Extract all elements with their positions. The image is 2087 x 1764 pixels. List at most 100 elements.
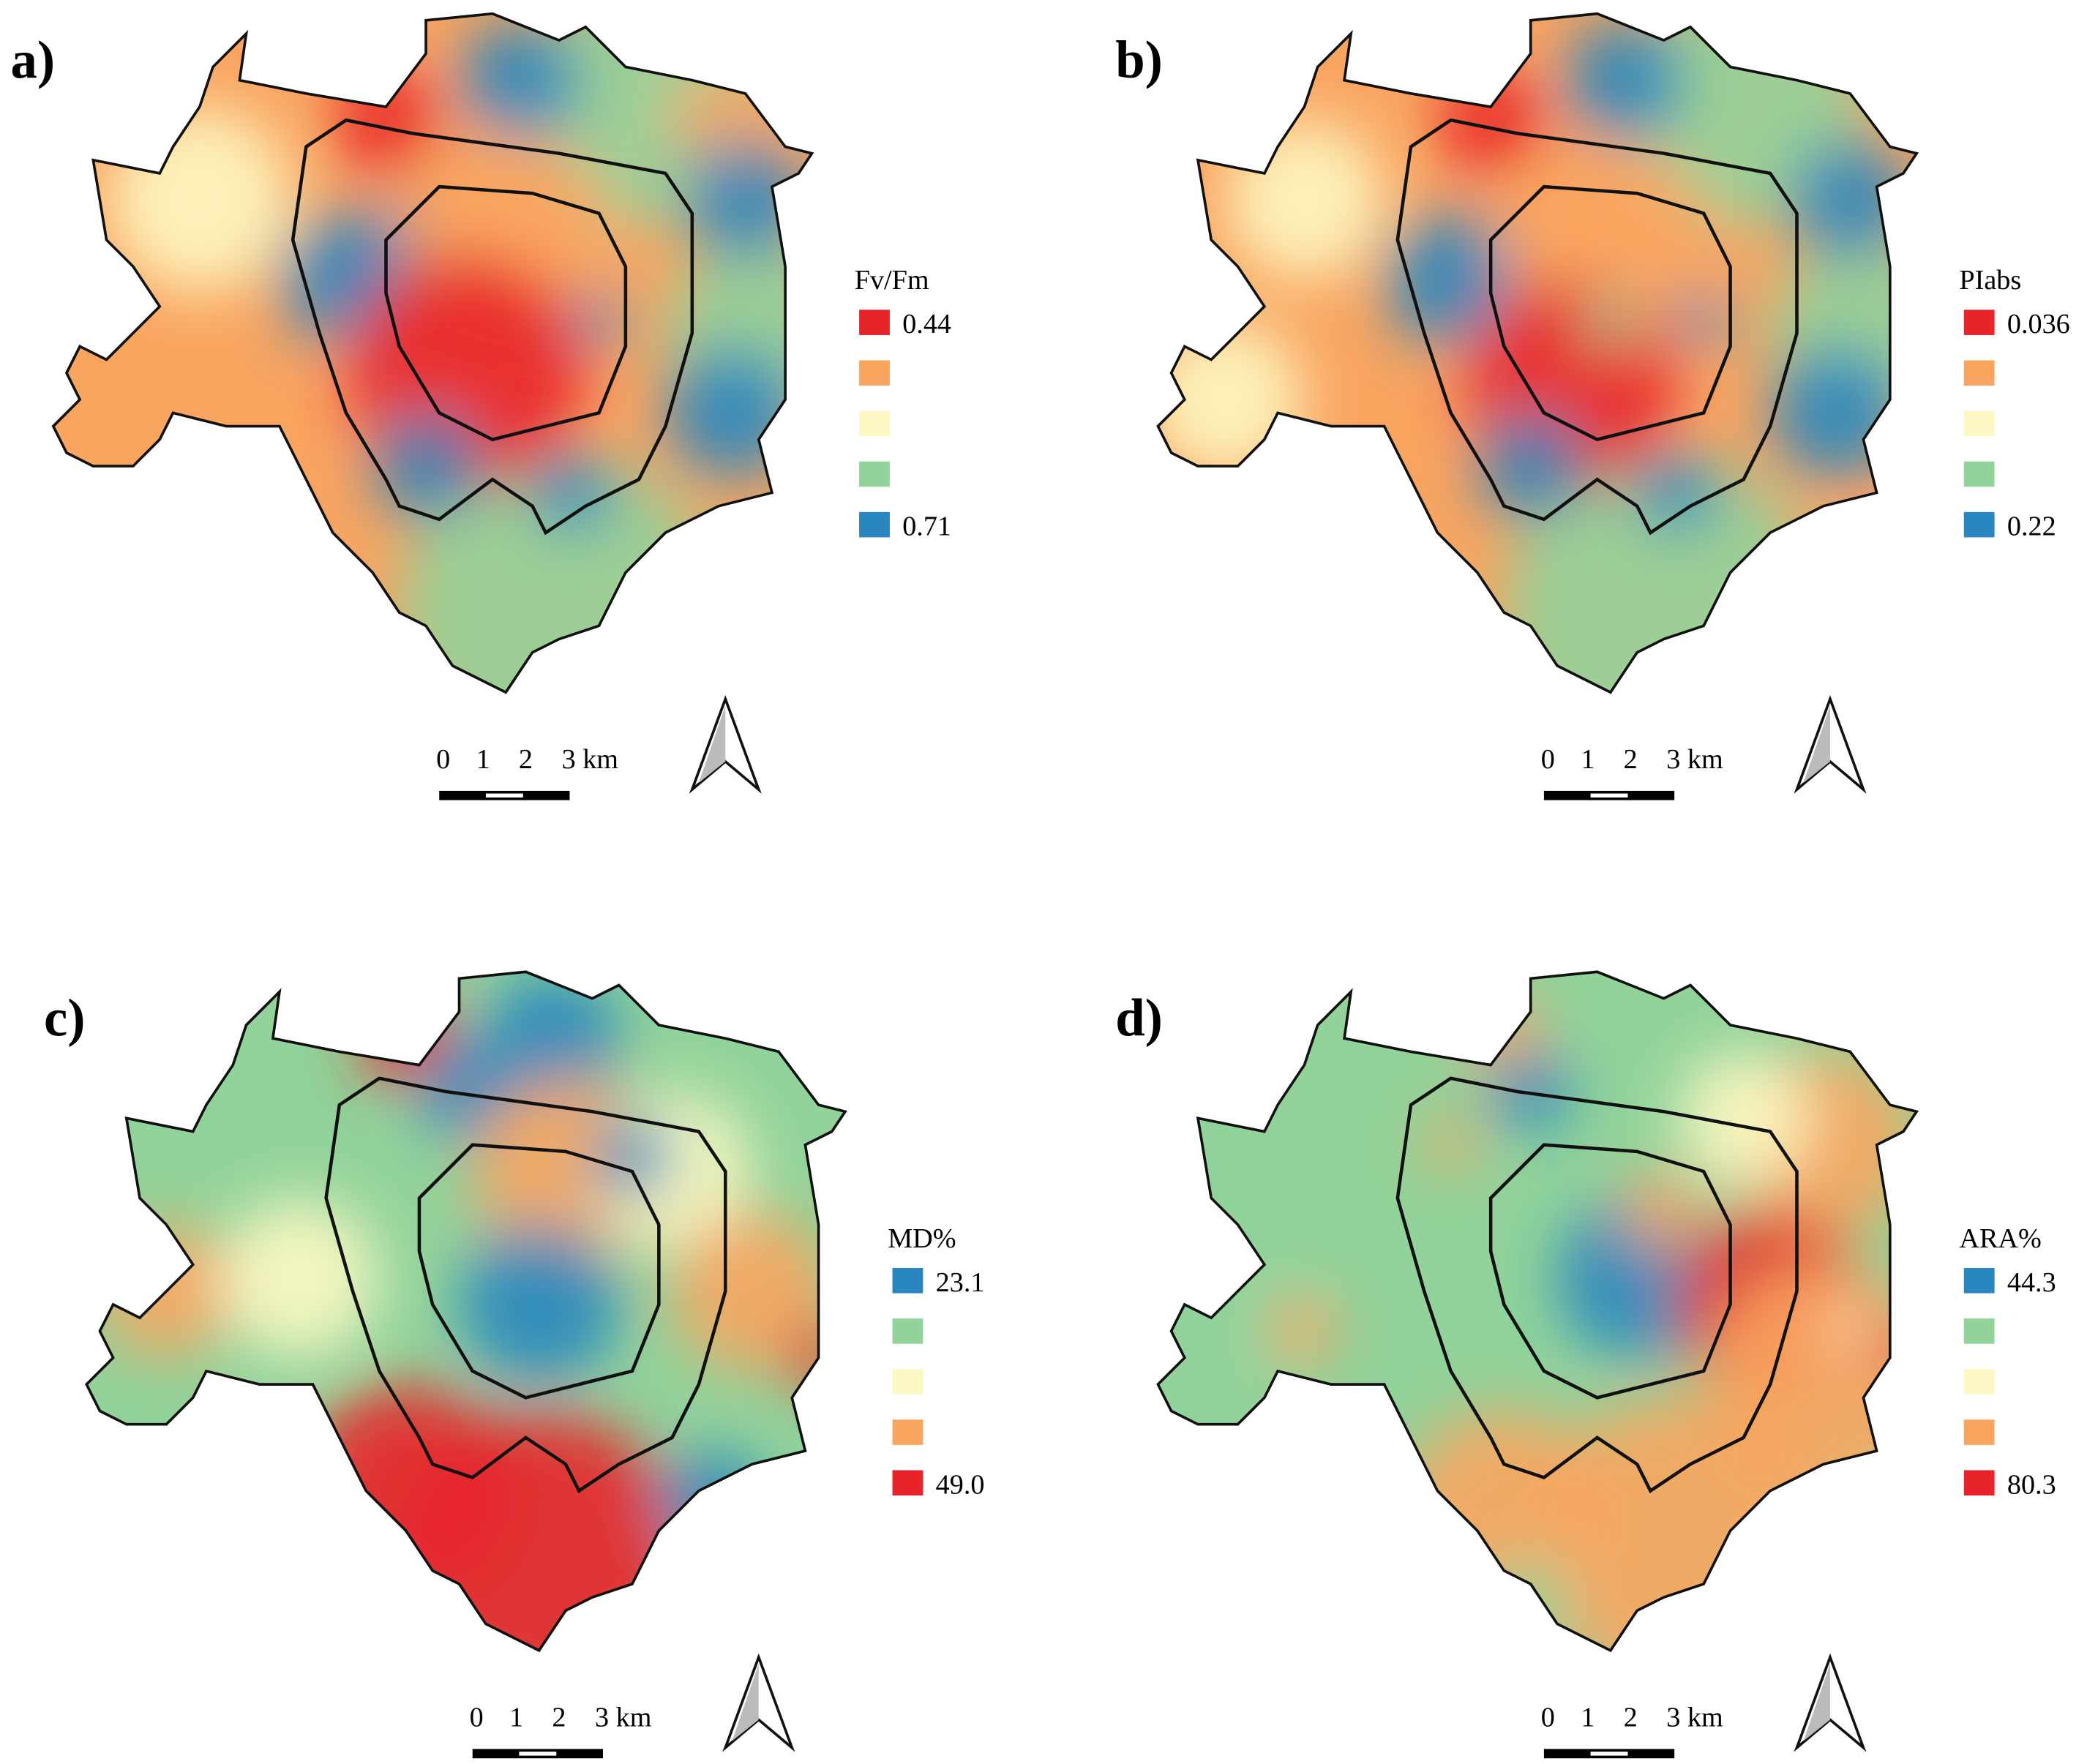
legend: ARA% 44.3 80.3 [1959, 1223, 2056, 1500]
outer-ring [324, 1076, 727, 1493]
legend-swatch [858, 511, 891, 539]
legend-swatch [1962, 1266, 1996, 1295]
heatmap [1158, 972, 1917, 1651]
panel-label: d) [1115, 988, 1163, 1048]
legend-swatch [1962, 1418, 1996, 1446]
heatmap-blob [399, 452, 719, 693]
heatmap-blob [1504, 452, 1824, 693]
heatmap-blob [459, 20, 580, 140]
legend-label: 44.3 [2007, 1267, 2056, 1298]
outer-ring [1395, 118, 1799, 536]
heatmap-blob [1584, 293, 1638, 347]
legend: PIabs 0.036 0.22 [1959, 265, 2069, 541]
map-panel: a) Fv/Fm 0.44 0.71 0 1 2 3 km [11, 12, 951, 800]
panel-label: b) [1115, 30, 1163, 89]
legend: Fv/Fm 0.44 0.71 [855, 265, 951, 541]
heatmap-blob [1624, 1171, 1704, 1252]
map-panel: d) ARA% 44.3 80.3 0 1 2 3 km [1115, 970, 2056, 1759]
city-boundary [1156, 12, 1919, 694]
heatmap-blob [1829, 1311, 1870, 1351]
scale-label: 2 [519, 744, 533, 775]
scale-label: 1 [1581, 744, 1595, 775]
scale-label: 3 km [562, 744, 619, 775]
legend-label: 80.3 [2007, 1469, 2056, 1500]
heatmap-blob [220, 1198, 380, 1358]
legend-swatch [891, 1367, 925, 1396]
heatmap-blob [1477, 413, 1584, 519]
heatmap-blob [106, 107, 293, 293]
legend-label: 23.1 [936, 1267, 985, 1298]
heatmap-blob [1491, 1051, 1571, 1132]
inner-ring [1488, 184, 1732, 442]
heatmap-blob [1676, 293, 1731, 347]
legend-swatch [1962, 359, 1996, 387]
scale-bar-gap [1590, 1752, 1628, 1756]
legend-swatch [1962, 409, 1996, 438]
legend-label: 0.71 [902, 511, 951, 542]
scale-label: 1 [1581, 1703, 1595, 1733]
north-arrow-shade [698, 705, 726, 783]
legend-swatch [858, 409, 891, 438]
heatmap-blob [685, 140, 806, 260]
heatmap-blob [1637, 452, 1717, 533]
scale-label: 0 [1541, 1703, 1555, 1733]
heatmap-blob [372, 413, 479, 519]
heatmap [1158, 13, 1917, 693]
scale-label: 3 km [595, 1703, 652, 1733]
scale-label: 0 [1541, 744, 1555, 775]
heatmap-blob [572, 293, 626, 347]
city-boundary [51, 12, 814, 694]
legend-title: PIabs [1959, 265, 2021, 296]
legend-title: Fv/Fm [855, 265, 929, 296]
scale-label: 1 [476, 744, 490, 775]
legend-swatch [858, 459, 891, 489]
legend-swatch [1962, 459, 1996, 489]
legend-swatch [1962, 511, 1996, 539]
heatmap-blob [665, 346, 799, 480]
heatmap [86, 972, 845, 1651]
city-boundary [1156, 970, 1919, 1653]
scale-label: 2 [1624, 744, 1638, 775]
outer-ring [1395, 1076, 1799, 1493]
legend-swatch [891, 1468, 925, 1497]
scale-label: 2 [552, 1703, 566, 1733]
legend-label: 0.44 [902, 309, 951, 339]
scale-label: 3 km [1666, 1703, 1723, 1733]
legend-title: MD% [888, 1223, 956, 1254]
heatmap-blob [1770, 346, 1903, 480]
legend-swatch [891, 1266, 925, 1295]
scale-label: 3 km [1666, 744, 1723, 775]
heatmap-blob [1424, 1118, 1477, 1172]
outer-ring [291, 118, 694, 536]
city-boundary [85, 970, 847, 1653]
scale-bar-gap [519, 1752, 557, 1756]
heatmap-blob [1790, 140, 1911, 260]
heatmap-blob [1224, 120, 1385, 280]
heatmap-blob [672, 1211, 832, 1371]
scale-bar-gap [485, 793, 523, 798]
map-panel: b) PIabs 0.036 0.22 0 1 2 3 km [1115, 12, 2070, 800]
inner-ring [384, 184, 628, 442]
legend-swatch [891, 1418, 925, 1446]
panel-label: a) [11, 30, 56, 89]
heatmap-blob [1397, 1411, 1611, 1624]
heatmap-blob [1271, 1297, 1338, 1365]
heatmap-blob [532, 452, 612, 533]
scale-label: 0 [470, 1703, 484, 1733]
heatmap-blob [1803, 525, 1870, 593]
north-arrow-shade [1803, 705, 1830, 783]
inner-ring [417, 1143, 661, 1400]
heatmap-blob [459, 1224, 619, 1385]
heatmap-blobs [106, 13, 812, 693]
map-panel: c) MD% 23.1 49.0 0 1 2 3 km [44, 970, 984, 1759]
legend: MD% 23.1 49.0 [888, 1223, 984, 1500]
legend-swatch [858, 359, 891, 387]
legend-label: 49.0 [936, 1469, 985, 1500]
legend-swatch [1962, 1468, 1996, 1497]
heatmap-blob [592, 1118, 672, 1198]
legend-swatch [1962, 308, 1996, 337]
legend-swatch [1962, 1367, 1996, 1396]
heatmap [53, 13, 812, 693]
